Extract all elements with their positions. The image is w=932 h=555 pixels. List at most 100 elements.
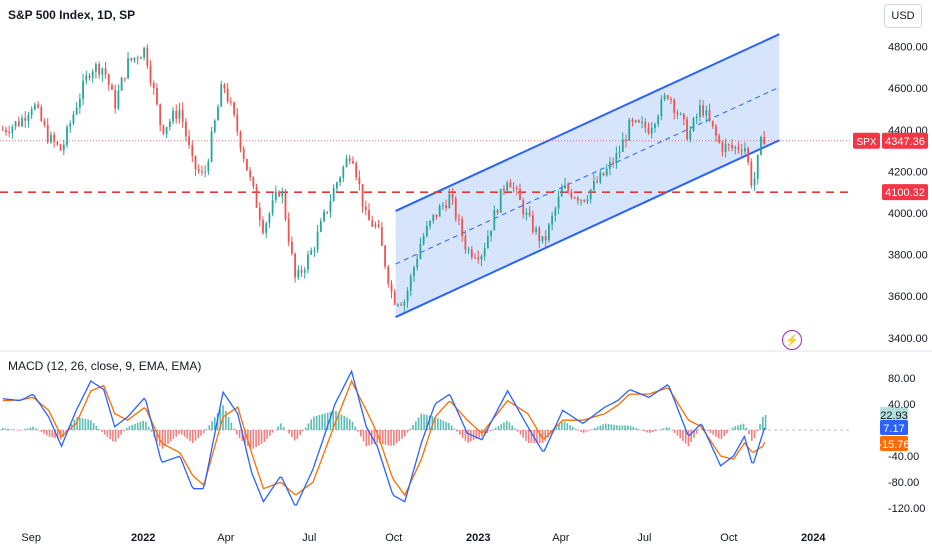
macd-histogram-bar [475,429,478,439]
x-tick-label: Sep [21,532,41,544]
candle-body [737,146,740,150]
candle-body [702,105,705,116]
candle [120,76,123,91]
candle-body [477,257,480,260]
macd-histogram-bar [368,429,370,446]
channel-lower-line [395,139,780,318]
candle [17,116,20,128]
macd-value-tag: 22.93 [880,407,908,422]
candle-body [682,113,685,120]
macd-histogram-bar [580,429,582,433]
candle-body [43,120,46,125]
candle [229,97,232,106]
candle-body [265,223,268,233]
macd-histogram-bar [717,429,720,439]
candle-body [519,188,521,200]
candle [573,196,576,200]
x-tick-label: Apr [552,532,569,544]
macd-histogram-bar [40,429,43,432]
candle [560,183,563,197]
candle [62,139,65,156]
candle [432,214,435,224]
candle [53,131,56,148]
macd-histogram-bar [569,424,571,430]
price-tick-label: 3800.00 [888,250,928,262]
candle-body [496,210,499,213]
macd-histogram-bar [296,429,299,440]
candle-body [168,121,171,127]
macd-histogram-bar [379,429,381,444]
candle [679,112,682,116]
candle [397,303,399,308]
candle-body [40,107,43,121]
candle-body [692,118,695,131]
candle-body [85,75,88,81]
macd-histogram-bar [252,429,255,449]
macd-histogram-bar [329,411,332,430]
macd-histogram-bar [489,429,491,432]
candle-body [88,75,91,78]
candle-body [705,110,708,116]
candle-body [149,65,152,83]
candle [756,154,759,185]
candle-body [220,84,223,107]
candle [724,138,727,158]
macd-histogram-bar [439,419,442,430]
macd-histogram-bar [326,412,329,430]
macd-histogram-bar [109,429,111,440]
macd-histogram-bar [23,429,26,430]
candle [168,118,171,131]
candle [40,104,43,122]
candle-body [458,218,460,220]
candle [374,221,377,229]
candle [557,190,560,215]
candle-body [490,230,492,237]
candle-body [239,131,242,149]
candle-body [101,68,104,75]
macd-histogram-bar [560,421,563,430]
candle-body [326,211,329,213]
macd-histogram-bar [167,429,169,444]
candle-body [59,144,62,151]
macd-value-tag: -15.76 [878,436,910,451]
currency-button[interactable]: USD [884,4,922,28]
candle-body [634,120,637,122]
macd-histogram-bar [145,421,147,430]
macd-tick-label: 80.00 [888,373,916,385]
candle-body [422,235,425,245]
drawing-layer[interactable] [0,33,850,318]
candle-body [425,226,428,236]
candle [368,203,370,221]
candle-body [56,142,59,145]
candle [133,57,136,63]
candle [609,156,611,176]
macd-histogram-bar [742,423,745,430]
candle-body [727,144,730,146]
lightning-icon[interactable]: ⚡ [782,330,802,350]
macd-histogram-bar [522,429,525,438]
macd-histogram-bar [18,429,21,431]
macd-histogram-bar [445,421,447,430]
candle-body [724,144,727,153]
macd-histogram-bar [624,425,626,430]
macd-histogram-bar [616,425,618,430]
macd-histogram-bar [337,412,340,430]
candle [152,80,155,95]
candle [503,184,505,196]
macd-histogram-bar [392,429,395,446]
candle [377,219,380,229]
candle [522,197,525,219]
candle-body [287,219,290,242]
candle [123,77,126,83]
candle-body [133,57,136,61]
candle [564,177,566,189]
candle [519,183,521,201]
candle [380,222,383,246]
candle [204,165,207,178]
candle-body [217,106,219,121]
macd-histogram-bar [161,429,164,449]
candle [538,225,541,248]
candle-body [429,220,431,227]
